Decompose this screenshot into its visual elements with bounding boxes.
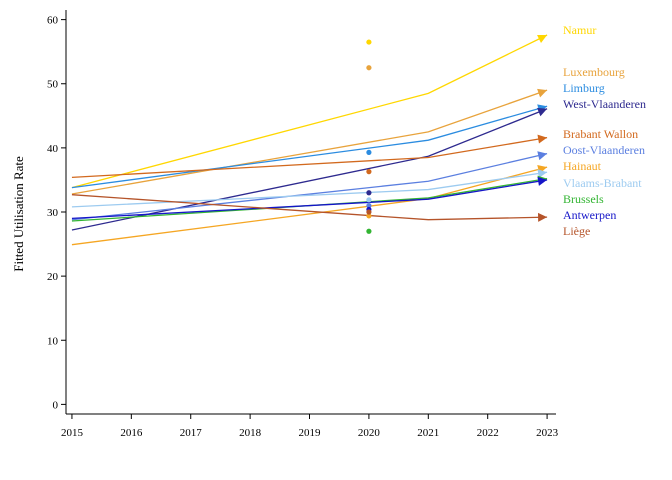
series-arrowhead (537, 88, 548, 98)
x-tick-label: 2019 (299, 427, 322, 439)
y-tick-label: 40 (47, 143, 59, 155)
series-line (71, 153, 548, 221)
data-point (366, 197, 372, 203)
series-line (71, 136, 548, 179)
x-tick-label: 2017 (180, 427, 203, 439)
y-tick-label: 20 (47, 271, 59, 283)
y-tick-label: 50 (47, 79, 59, 91)
y-tick-label: 60 (47, 15, 59, 27)
series-line (71, 179, 548, 220)
y-axis-title: Fitted Utilisation Rate (11, 156, 26, 272)
legend-label: Hainaut (563, 159, 602, 173)
series-arrowhead (537, 34, 548, 44)
legend-label: Antwerpen (563, 208, 616, 222)
series-line (71, 89, 548, 195)
series-line (71, 171, 548, 208)
y-tick-label: 0 (53, 399, 59, 411)
y-tick-label: 10 (47, 335, 59, 347)
y-tick-label: 30 (47, 207, 59, 219)
series-arrowhead (537, 212, 548, 222)
data-point (366, 65, 372, 71)
data-point (366, 169, 372, 175)
legend-label: Namur (563, 23, 596, 37)
data-point (366, 190, 372, 196)
legend-label: Oost-Vlaanderen (563, 143, 645, 157)
series-line (71, 108, 548, 231)
legend-label: Brussels (563, 192, 604, 206)
legend-label: Limburg (563, 81, 605, 95)
x-tick-label: 2021 (417, 427, 439, 439)
series-arrowhead (537, 134, 548, 144)
legend-label: West-Vlaanderen (563, 97, 646, 111)
series-line (71, 34, 548, 189)
data-point (366, 209, 372, 215)
x-tick-label: 2015 (61, 427, 84, 439)
axes: 0 10 20 30 40 50 60 2015 2016 2017 2018 2019 2020 202… (47, 10, 559, 439)
legend-label: Brabant Wallon (563, 127, 638, 141)
x-tick-label: 2020 (358, 427, 381, 439)
series-arrowhead (537, 176, 548, 186)
series-arrowhead (537, 151, 548, 161)
data-point (366, 149, 372, 155)
series-line (71, 105, 548, 189)
x-tick-label: 2018 (239, 427, 262, 439)
x-tick-label: 2023 (536, 427, 559, 439)
data-point (366, 39, 372, 45)
series-line (71, 194, 548, 221)
legend-label: Vlaams-Brabant (563, 176, 642, 190)
series-lines (71, 34, 548, 246)
x-tick-label: 2016 (120, 427, 143, 439)
points-2020 (366, 39, 372, 234)
data-point (366, 202, 372, 209)
series-arrowhead (537, 169, 548, 178)
legend-label: Luxembourg (563, 65, 625, 79)
legend-label: Liège (563, 224, 590, 238)
data-point (366, 228, 372, 234)
series-line (71, 178, 548, 222)
data-point (366, 213, 372, 219)
legend: Namur Luxembourg Limburg West-Vlaanderen Bra… (563, 23, 646, 238)
x-tick-label: 2022 (477, 427, 499, 439)
series-arrowhead (537, 107, 548, 117)
